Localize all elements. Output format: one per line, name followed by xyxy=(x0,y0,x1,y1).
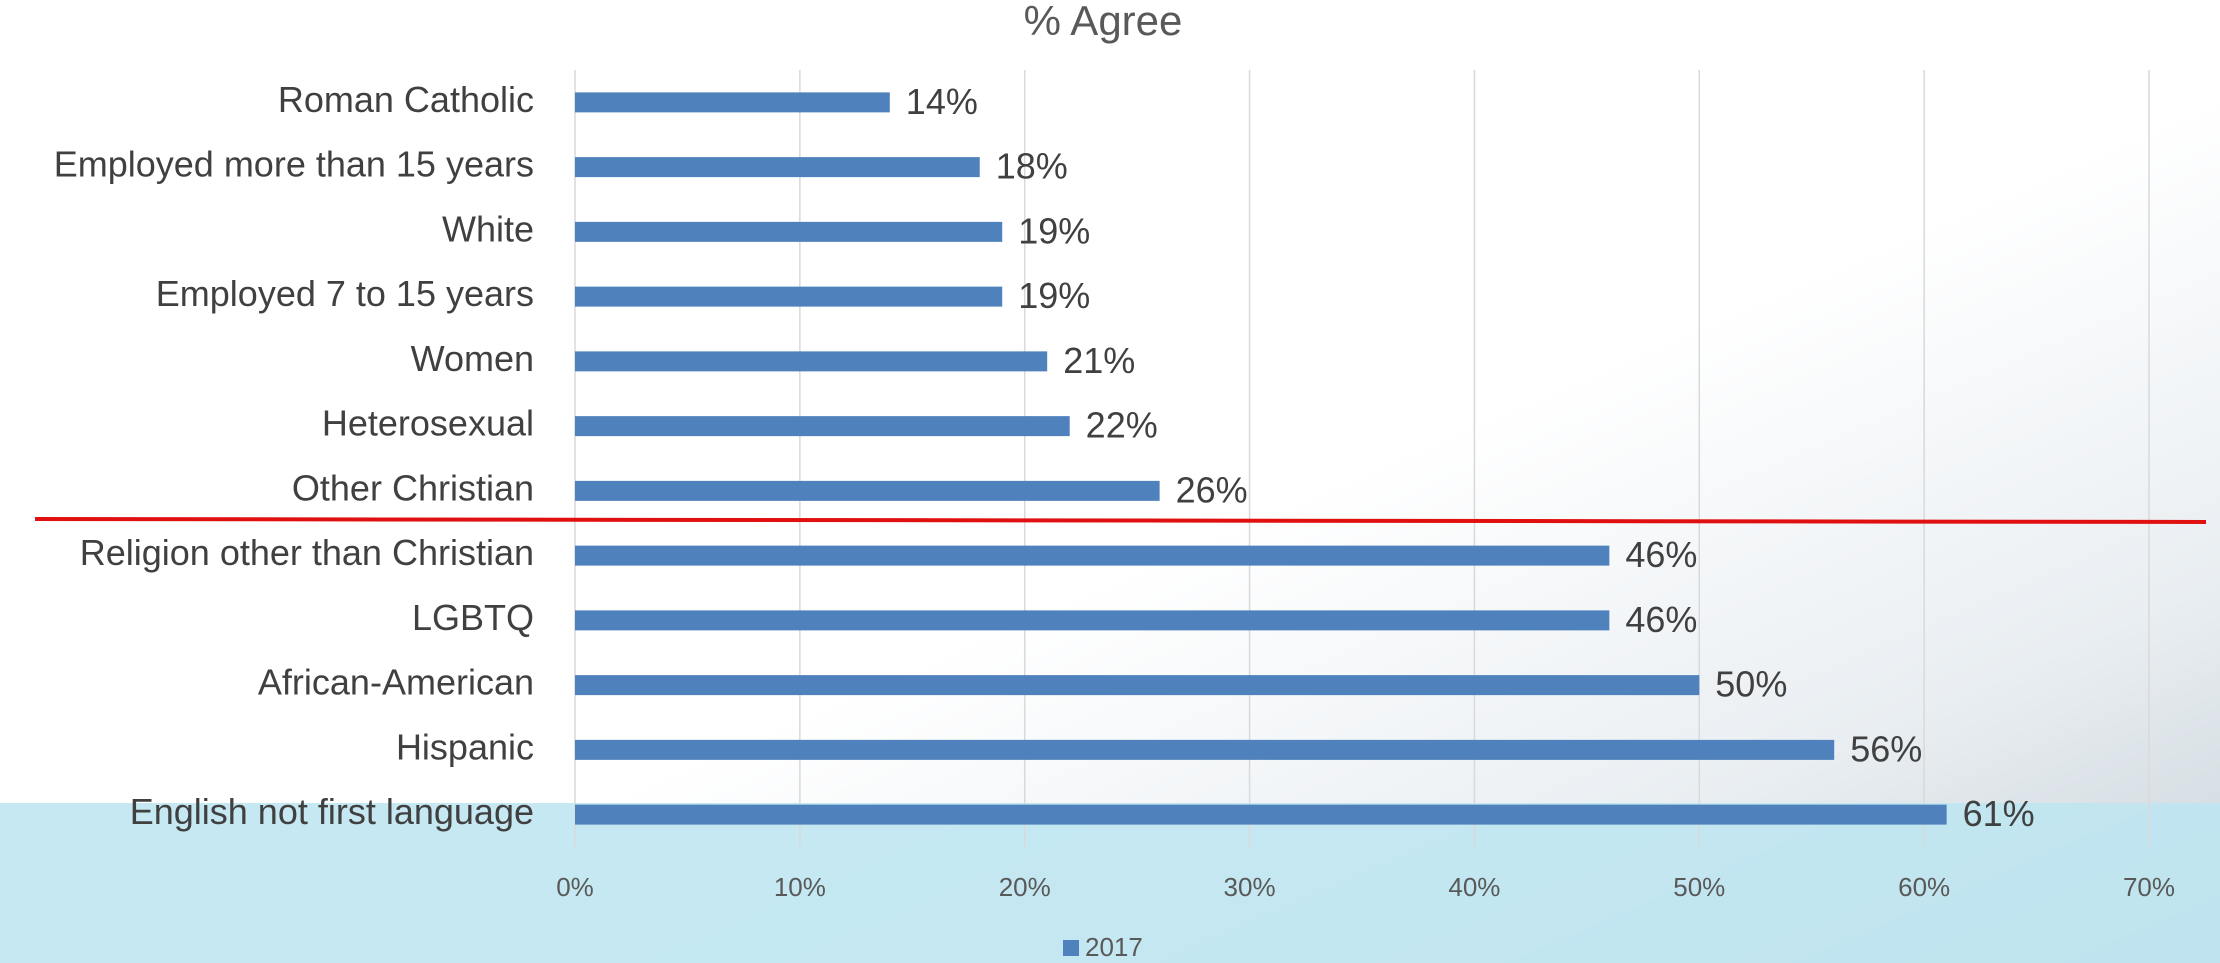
y-tick-label: LGBTQ xyxy=(412,597,534,638)
value-label: 50% xyxy=(1715,664,1787,705)
x-tick-label: 70% xyxy=(2123,872,2175,902)
bar xyxy=(575,416,1070,437)
value-label: 14% xyxy=(906,81,978,122)
bar xyxy=(575,610,1610,631)
y-tick-label: Women xyxy=(411,338,534,379)
bar xyxy=(575,675,1700,696)
y-tick-label: Other Christian xyxy=(292,467,534,508)
divider-line xyxy=(34,517,2207,524)
value-label: 19% xyxy=(1018,210,1090,251)
y-tick-label: Roman Catholic xyxy=(278,79,534,120)
y-tick-label: Heterosexual xyxy=(322,403,534,444)
bar xyxy=(575,545,1610,566)
legend-swatch xyxy=(1063,940,1079,956)
x-tick-label: 60% xyxy=(1898,872,1950,902)
x-tick-label: 20% xyxy=(999,872,1051,902)
x-tick-label: 0% xyxy=(556,872,594,902)
bar xyxy=(575,351,1048,372)
bar xyxy=(575,221,1003,242)
y-tick-label: African-American xyxy=(258,662,534,703)
chart-title: % Agree xyxy=(1024,0,1183,44)
x-tick-label: 40% xyxy=(1448,872,1500,902)
value-label: 56% xyxy=(1850,728,1922,769)
y-tick-label: Employed 7 to 15 years xyxy=(156,273,534,314)
y-tick-label: Hispanic xyxy=(396,726,534,767)
bar xyxy=(575,480,1160,501)
bar xyxy=(575,92,890,113)
value-label: 26% xyxy=(1176,469,1248,510)
value-label: 22% xyxy=(1086,405,1158,446)
y-tick-label: English not first language xyxy=(130,791,534,832)
value-label: 61% xyxy=(1963,793,2035,834)
plot: 0% 10% 20% 30% 40% 50% 60% 70% Roman Catholic Emp… xyxy=(54,79,2175,962)
x-tick-label: 30% xyxy=(1224,872,1276,902)
y-tick-label: Religion other than Christian xyxy=(80,532,534,573)
value-label: 19% xyxy=(1018,275,1090,316)
value-label: 18% xyxy=(996,146,1068,187)
legend-label: 2017 xyxy=(1085,932,1143,962)
grid xyxy=(574,70,2150,847)
value-label: 46% xyxy=(1625,534,1697,575)
x-tick-label: 50% xyxy=(1673,872,1725,902)
background-band xyxy=(0,803,2220,963)
bar xyxy=(575,286,1003,307)
bar xyxy=(575,739,1835,760)
value-label: 21% xyxy=(1063,340,1135,381)
y-tick-label: Employed more than 15 years xyxy=(54,144,534,185)
x-tick-label: 10% xyxy=(774,872,826,902)
value-label: 46% xyxy=(1625,599,1697,640)
bar xyxy=(575,804,1947,825)
bar xyxy=(575,157,980,178)
y-tick-label: White xyxy=(442,208,534,249)
